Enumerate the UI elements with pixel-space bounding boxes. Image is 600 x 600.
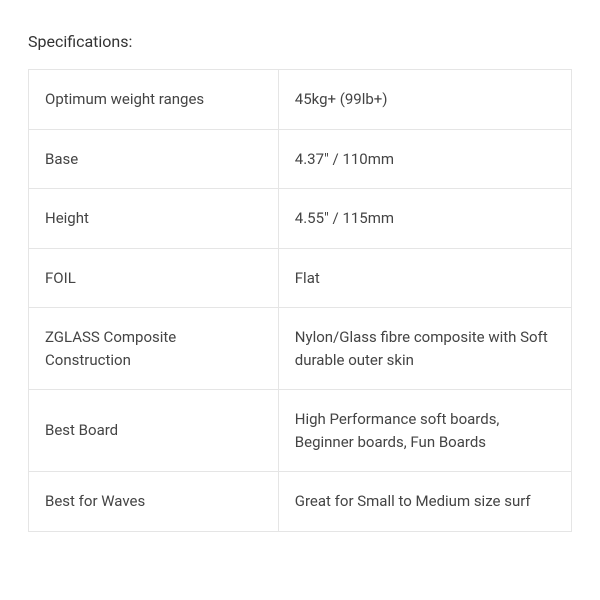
spec-table-body: Optimum weight ranges 45kg+ (99lb+) Base… xyxy=(29,70,572,532)
table-row: Height 4.55" / 115mm xyxy=(29,189,572,249)
spec-value: Flat xyxy=(278,248,571,308)
spec-value: Nylon/Glass fibre composite with Soft du… xyxy=(278,308,571,390)
spec-value: 4.37" / 110mm xyxy=(278,129,571,189)
spec-label: Base xyxy=(29,129,279,189)
table-row: Optimum weight ranges 45kg+ (99lb+) xyxy=(29,70,572,130)
spec-label: FOIL xyxy=(29,248,279,308)
section-title: Specifications: xyxy=(28,32,572,51)
spec-value: 45kg+ (99lb+) xyxy=(278,70,571,130)
spec-label: Best Board xyxy=(29,390,279,472)
spec-label: Optimum weight ranges xyxy=(29,70,279,130)
table-row: Best for Waves Great for Small to Medium… xyxy=(29,472,572,532)
spec-value: Great for Small to Medium size surf xyxy=(278,472,571,532)
table-row: ZGLASS Composite Construction Nylon/Glas… xyxy=(29,308,572,390)
spec-label: Height xyxy=(29,189,279,249)
spec-label: ZGLASS Composite Construction xyxy=(29,308,279,390)
table-row: FOIL Flat xyxy=(29,248,572,308)
specifications-table: Optimum weight ranges 45kg+ (99lb+) Base… xyxy=(28,69,572,532)
spec-label: Best for Waves xyxy=(29,472,279,532)
spec-value: 4.55" / 115mm xyxy=(278,189,571,249)
table-row: Best Board High Performance soft boards,… xyxy=(29,390,572,472)
spec-value: High Performance soft boards, Beginner b… xyxy=(278,390,571,472)
table-row: Base 4.37" / 110mm xyxy=(29,129,572,189)
